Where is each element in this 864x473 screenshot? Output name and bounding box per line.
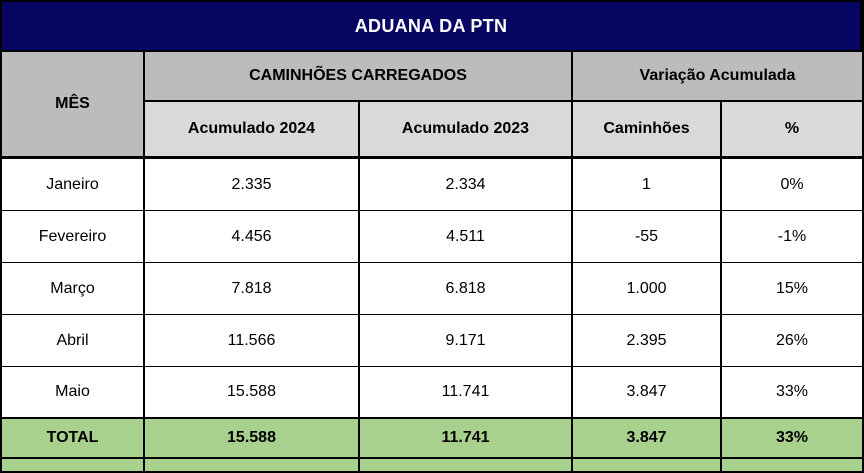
caminhoes-cell: 1 — [573, 159, 722, 211]
acc-2024-cell: 15.588 — [145, 367, 360, 419]
caminhoes-cell: -55 — [573, 211, 722, 263]
pct-cell: 26% — [722, 315, 862, 367]
column-header-caminhoes: Caminhões — [573, 102, 722, 159]
column-header-mes: MÊS — [2, 52, 145, 159]
total-acc-2023-cell: 11.741 — [360, 419, 573, 459]
acc-2024-cell: 4.456 — [145, 211, 360, 263]
acc-2023-cell: 4.511 — [360, 211, 573, 263]
group-header-caminhoes-carregados: CAMINHÕES CARREGADOS — [145, 52, 573, 102]
month-cell: Maio — [2, 367, 145, 419]
month-cell: Março — [2, 263, 145, 315]
acc-2024-cell: 2.335 — [145, 159, 360, 211]
total-pct-cell: 33% — [722, 419, 862, 459]
pct-cell: 0% — [722, 159, 862, 211]
group-header-variacao-acumulada: Variação Acumulada — [573, 52, 862, 102]
clipped-row-cell — [145, 459, 360, 471]
page-title: ADUANA DA PTN — [2, 2, 862, 52]
total-caminhoes-cell: 3.847 — [573, 419, 722, 459]
clipped-row-cell — [573, 459, 722, 471]
acc-2023-cell: 11.741 — [360, 367, 573, 419]
column-header-pct: % — [722, 102, 862, 159]
column-header-acumulado-2024: Acumulado 2024 — [145, 102, 360, 159]
caminhoes-cell: 3.847 — [573, 367, 722, 419]
acc-2024-cell: 11.566 — [145, 315, 360, 367]
column-header-acumulado-2023: Acumulado 2023 — [360, 102, 573, 159]
acc-2023-cell: 6.818 — [360, 263, 573, 315]
clipped-row-cell — [2, 459, 145, 471]
caminhoes-cell: 2.395 — [573, 315, 722, 367]
caminhoes-cell: 1.000 — [573, 263, 722, 315]
month-cell: Abril — [2, 315, 145, 367]
pct-cell: -1% — [722, 211, 862, 263]
clipped-row-cell — [722, 459, 862, 471]
pct-cell: 15% — [722, 263, 862, 315]
acc-2024-cell: 7.818 — [145, 263, 360, 315]
total-label-cell: TOTAL — [2, 419, 145, 459]
month-cell: Janeiro — [2, 159, 145, 211]
month-cell: Fevereiro — [2, 211, 145, 263]
pct-cell: 33% — [722, 367, 862, 419]
total-acc-2024-cell: 15.588 — [145, 419, 360, 459]
acc-2023-cell: 2.334 — [360, 159, 573, 211]
clipped-row-cell — [360, 459, 573, 471]
acc-2023-cell: 9.171 — [360, 315, 573, 367]
